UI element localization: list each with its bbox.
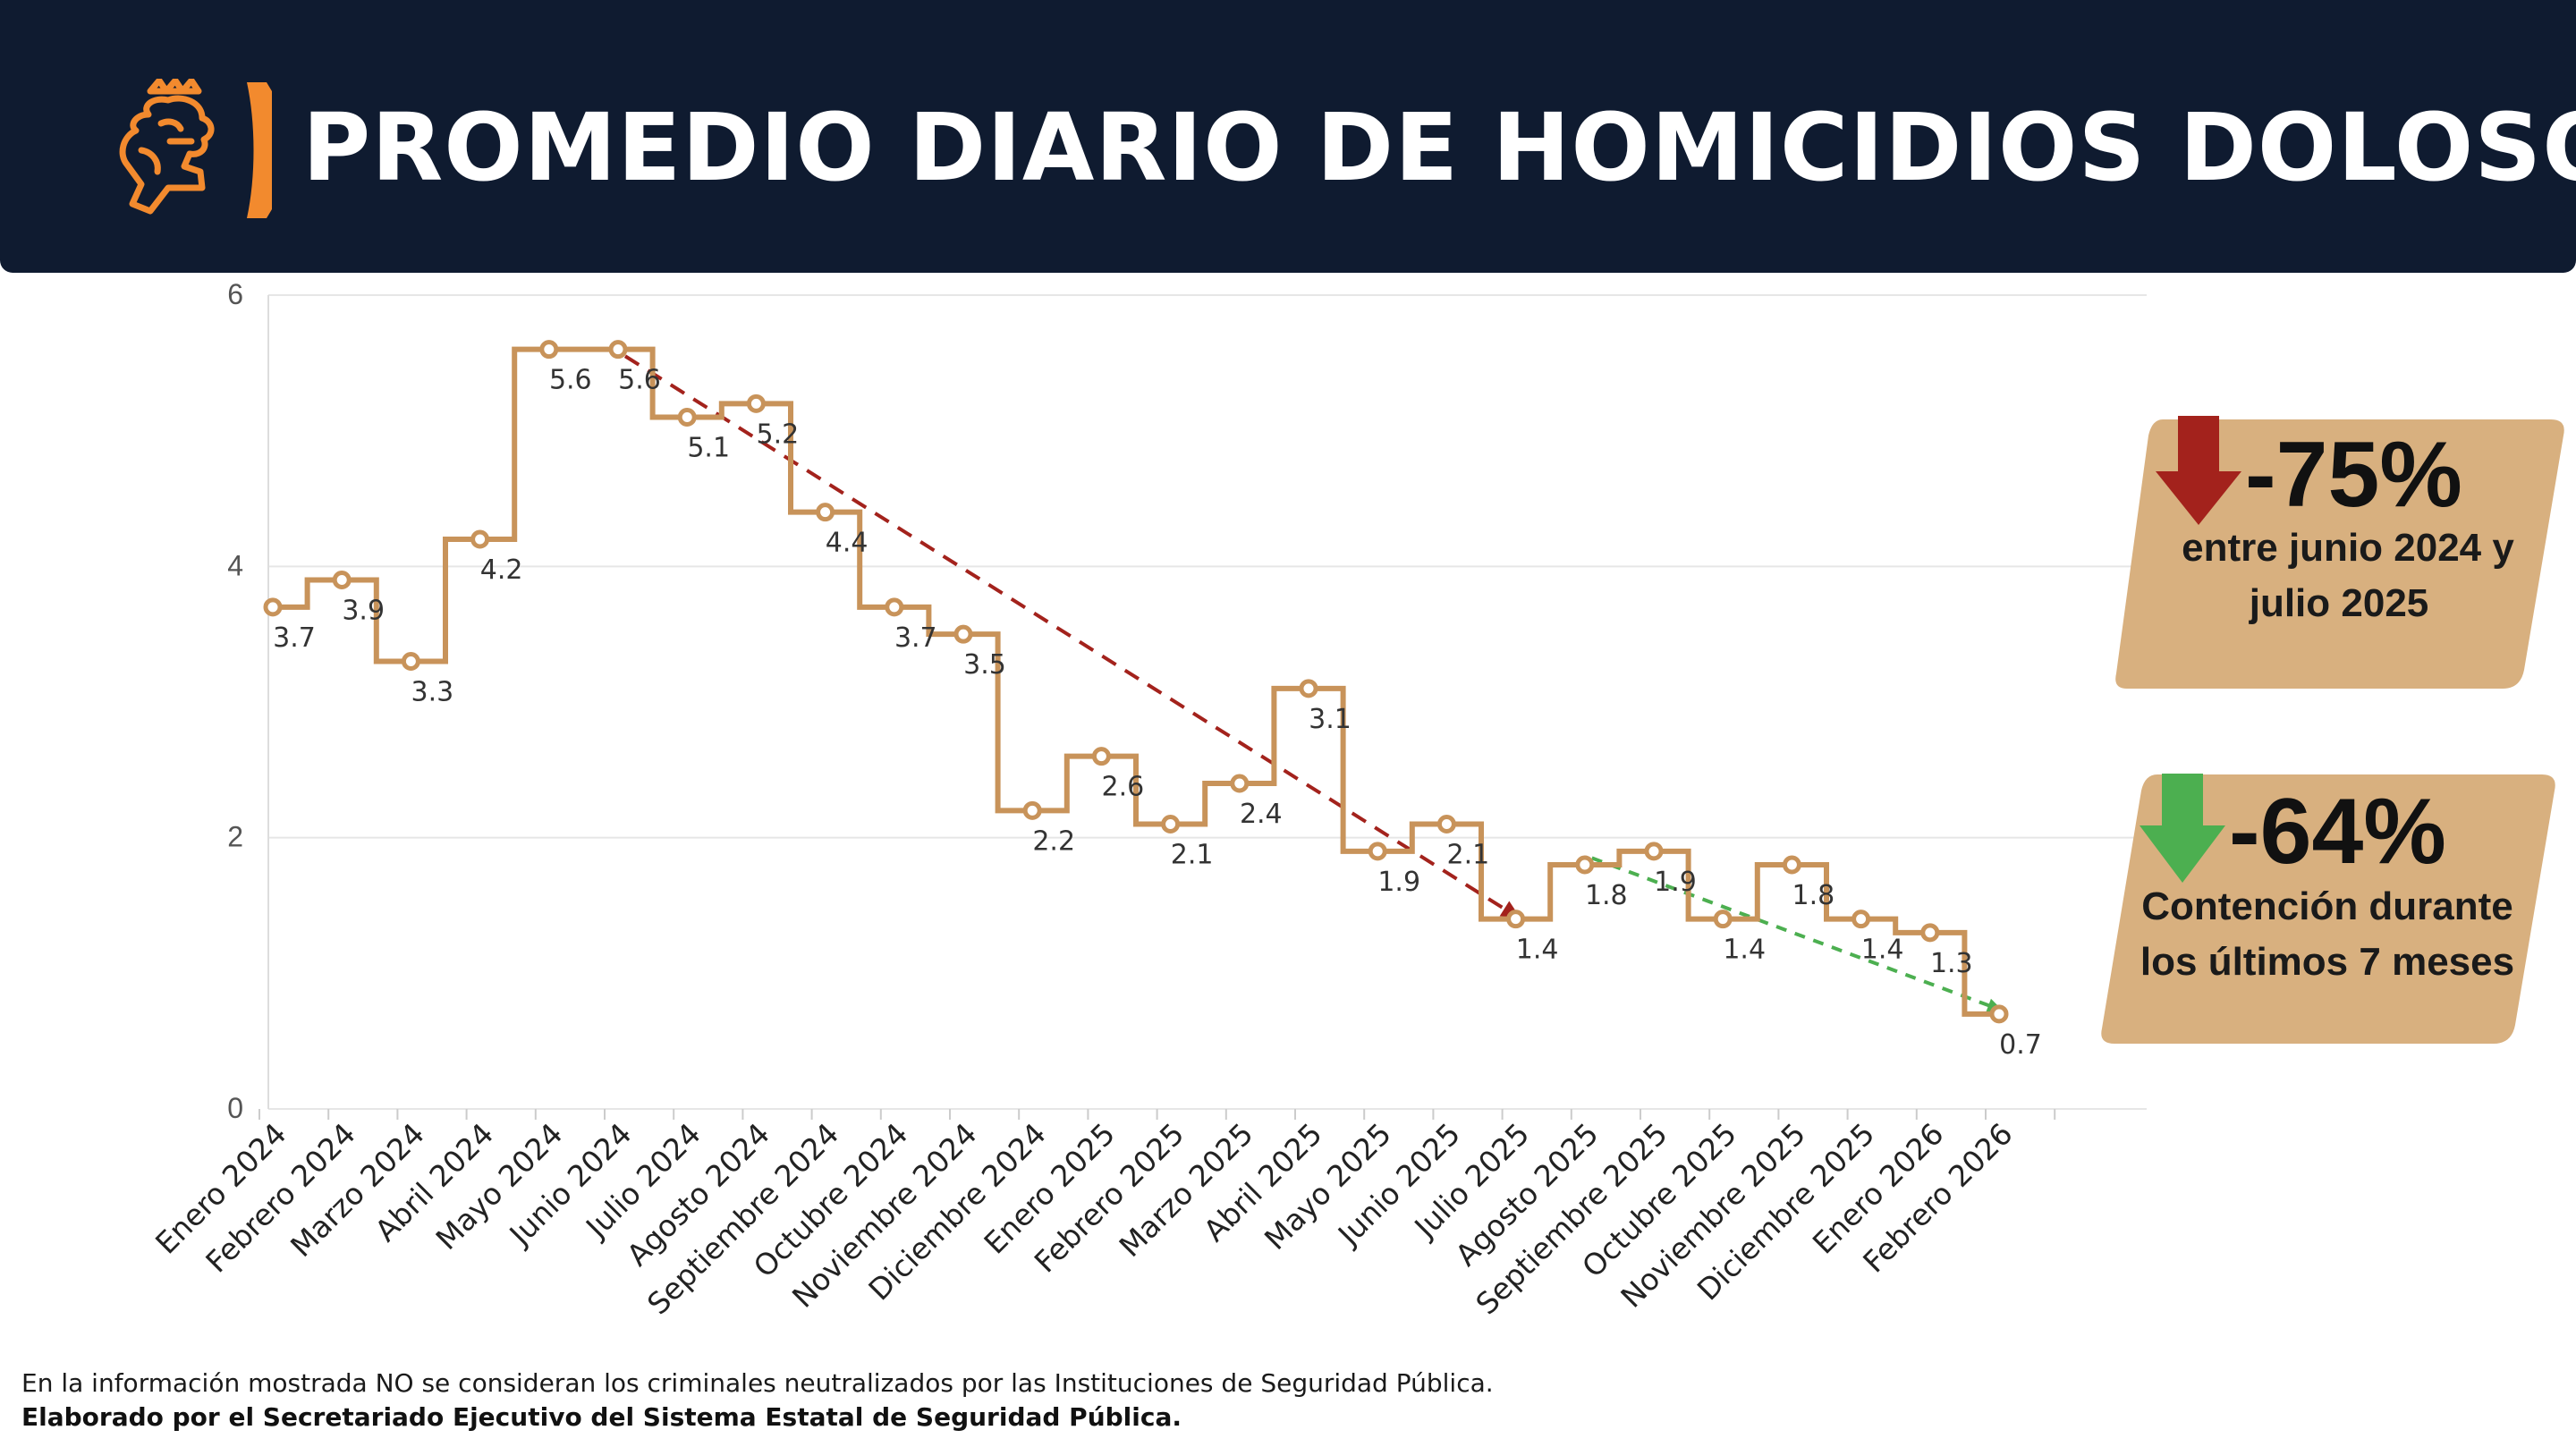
data-label: 5.1 bbox=[687, 433, 730, 464]
arrow-down-red-icon bbox=[2156, 416, 2241, 525]
data-label: 5.6 bbox=[549, 365, 592, 396]
y-tick-label: 0 bbox=[227, 1092, 243, 1124]
data-point bbox=[1713, 910, 1733, 929]
data-label: 1.8 bbox=[1792, 880, 1835, 911]
y-tick-label: 6 bbox=[227, 278, 243, 310]
data-point bbox=[470, 529, 490, 549]
data-label: 2.1 bbox=[1171, 840, 1214, 871]
data-point bbox=[1368, 842, 1387, 861]
data-label: 3.5 bbox=[963, 649, 1006, 681]
data-label: 0.7 bbox=[1999, 1029, 2042, 1061]
data-point bbox=[332, 571, 352, 589]
data-label: 5.6 bbox=[618, 365, 661, 396]
data-point bbox=[539, 340, 559, 360]
data-point bbox=[1782, 855, 1801, 875]
data-label: 3.7 bbox=[894, 622, 937, 654]
data-point bbox=[1230, 774, 1250, 793]
grid-lines bbox=[268, 294, 2147, 1110]
data-point bbox=[401, 652, 420, 671]
arrow-down-green-icon bbox=[2140, 774, 2225, 883]
data-point bbox=[1506, 910, 1526, 929]
data-point bbox=[953, 624, 973, 644]
badge-percent: -75% bbox=[2245, 423, 2462, 527]
series-line bbox=[273, 346, 1999, 1017]
y-tick-label: 2 bbox=[227, 821, 243, 853]
data-label: 5.2 bbox=[757, 419, 800, 450]
data-label: 4.2 bbox=[480, 554, 523, 586]
data-label: 2.1 bbox=[1447, 840, 1490, 871]
data-point bbox=[608, 340, 628, 360]
data-label: 2.2 bbox=[1032, 825, 1075, 857]
badge-percent: -64% bbox=[2229, 780, 2446, 884]
data-point bbox=[677, 408, 697, 427]
data-label: 3.7 bbox=[273, 622, 316, 654]
data-label: 3.3 bbox=[411, 677, 454, 708]
data-label: 1.8 bbox=[1585, 880, 1628, 911]
lion-crest-logo-icon bbox=[119, 79, 272, 218]
data-label: 4.4 bbox=[826, 528, 869, 559]
data-label: 1.4 bbox=[1861, 935, 1904, 966]
data-labels: 3.7 3.9 3.3 4.2 5.6 5.6 5.1 5.2 4.4 3.7 3.5 2.2 2.6 2… bbox=[273, 365, 2042, 1061]
data-series bbox=[263, 340, 2009, 1024]
data-point bbox=[1022, 800, 1042, 820]
data-label: 1.4 bbox=[1516, 935, 1559, 966]
footnote-credit: Elaborado por el Secretariado Ejecutivo … bbox=[21, 1402, 1182, 1432]
data-point bbox=[1575, 855, 1595, 875]
data-point bbox=[885, 597, 904, 617]
data-point bbox=[1299, 679, 1318, 698]
badge-caption-line1: Contención durante bbox=[2141, 884, 2513, 928]
data-point bbox=[816, 503, 835, 522]
badge-caption-line2: julio 2025 bbox=[2249, 581, 2429, 625]
badge-caption-line1: entre junio 2024 y bbox=[2182, 526, 2514, 570]
badge-caption-line2: los últimos 7 meses bbox=[2140, 940, 2515, 984]
badge-reduction-75: -75% entre junio 2024 y julio 2025 bbox=[2111, 416, 2567, 693]
data-label: 3.9 bbox=[342, 596, 385, 627]
header-bar: PROMEDIO DIARIO DE HOMICIDIOS DOLOSOS bbox=[0, 0, 2576, 273]
badge-containment-64: -64% Contención durante los últimos 7 me… bbox=[2095, 771, 2560, 1048]
data-label: 2.6 bbox=[1102, 772, 1145, 803]
line-chart: 0 2 4 6 3.7 3.9 3.3 4.2 5.6 5.6 5.1 5.2 4.4 3.7 3.5 2.… bbox=[148, 278, 2147, 1321]
data-point bbox=[746, 393, 766, 413]
page-title: PROMEDIO DIARIO DE HOMICIDIOS DOLOSOS bbox=[302, 93, 2576, 202]
y-tick-label: 4 bbox=[227, 549, 243, 581]
data-point bbox=[1091, 747, 1111, 766]
data-label: 1.9 bbox=[1654, 867, 1697, 898]
data-label: 3.1 bbox=[1309, 704, 1352, 735]
data-point bbox=[1920, 923, 1940, 943]
data-point bbox=[1989, 1004, 2009, 1024]
data-point bbox=[1436, 815, 1456, 834]
trend-red-line bbox=[623, 354, 1513, 916]
data-point bbox=[1644, 842, 1664, 861]
axes: 0 2 4 6 bbox=[227, 278, 2056, 1124]
data-point bbox=[1852, 910, 1871, 929]
data-label: 1.4 bbox=[1723, 935, 1766, 966]
footnote: En la información mostrada NO se conside… bbox=[21, 1368, 1494, 1398]
data-label: 2.4 bbox=[1240, 799, 1283, 830]
badge-background bbox=[2101, 774, 2555, 1044]
data-label: 1.9 bbox=[1377, 867, 1420, 898]
data-label: 1.3 bbox=[1930, 948, 1973, 979]
trend-green-line bbox=[1591, 856, 1998, 1011]
data-point bbox=[1161, 815, 1181, 834]
data-point bbox=[263, 597, 283, 617]
